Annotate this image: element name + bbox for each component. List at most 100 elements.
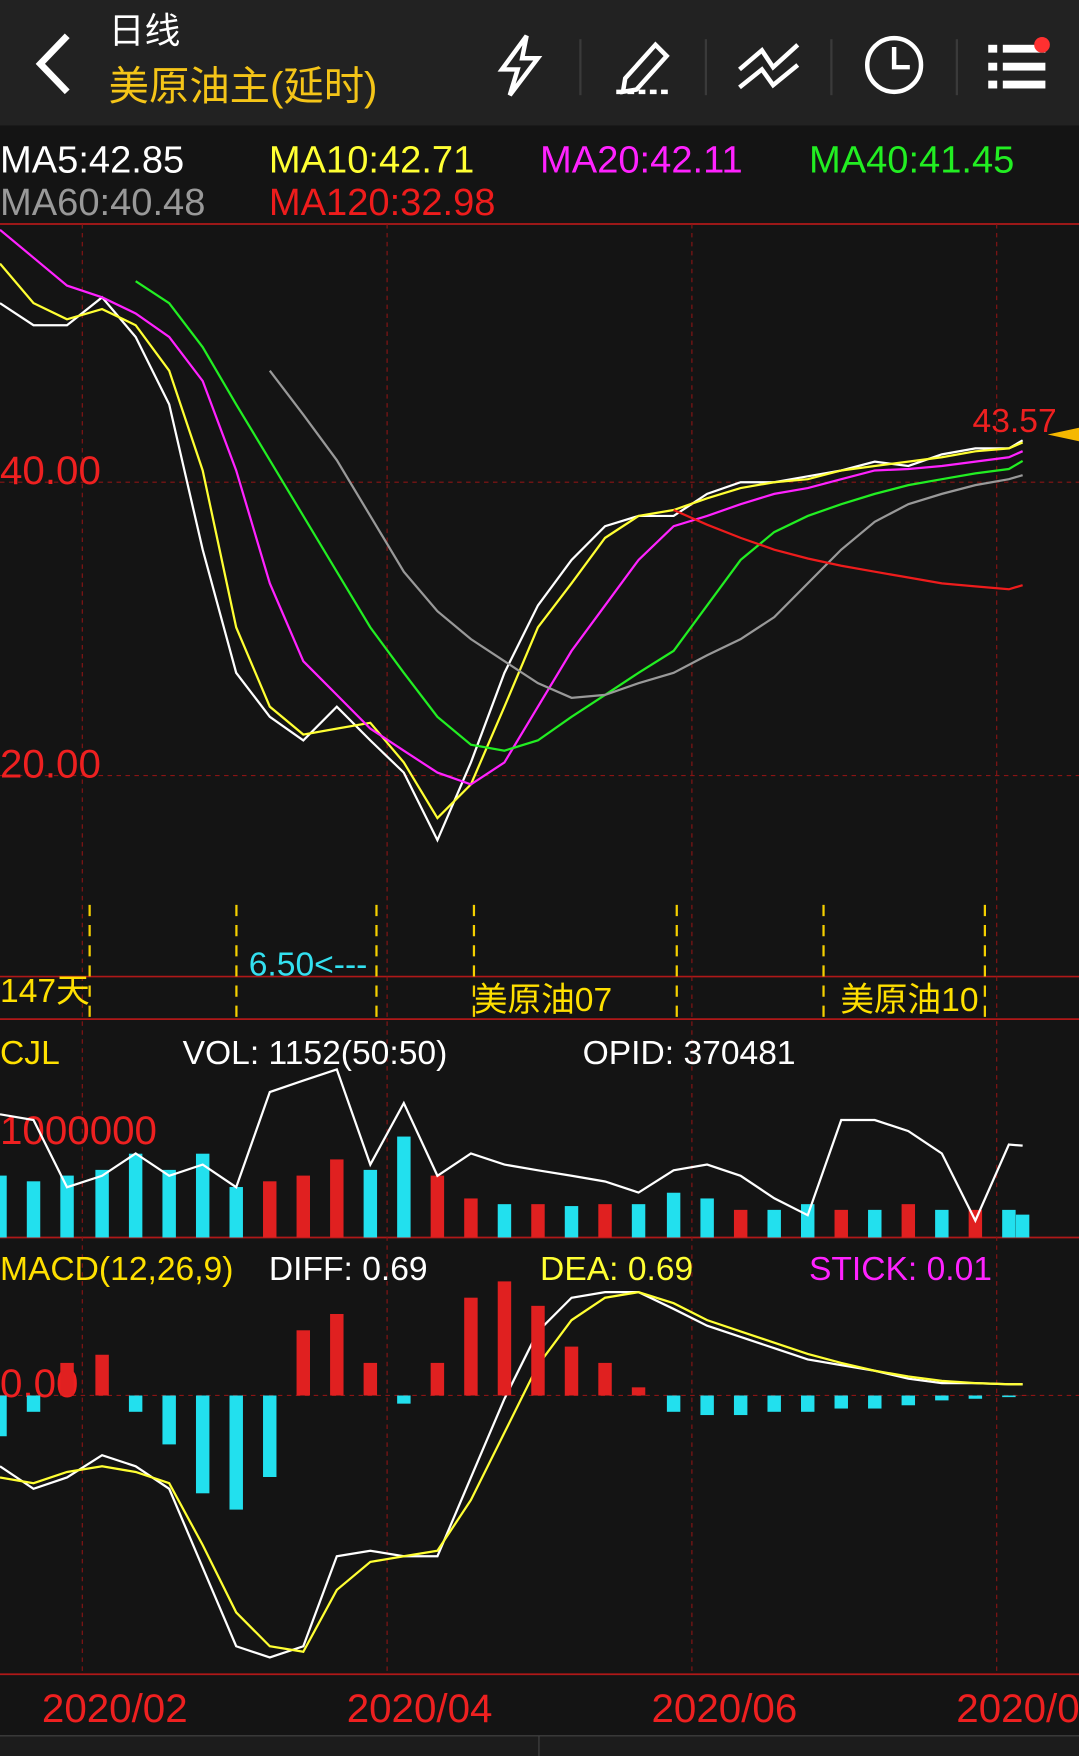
- back-button[interactable]: [35, 33, 70, 95]
- legend-label: MA5:42.85: [0, 139, 184, 181]
- series-line: [0, 228, 1024, 786]
- bar: [1002, 1395, 1016, 1398]
- x-tick-label: 2020/02: [42, 1685, 188, 1731]
- legend-label: DEA: 0.69: [540, 1251, 693, 1288]
- bar: [767, 1395, 781, 1412]
- flash-icon[interactable]: [497, 34, 543, 97]
- bar: [128, 1395, 143, 1412]
- legend-label: MA20:42.11: [540, 139, 743, 181]
- series-line: [0, 262, 1024, 820]
- x-tick-label: 2020/08: [956, 1685, 1079, 1731]
- bar: [430, 1175, 445, 1238]
- legend-label: MA10:42.71: [269, 139, 474, 181]
- bar: [363, 1362, 378, 1396]
- panel-title: CJL: [0, 1035, 60, 1072]
- bar: [834, 1395, 848, 1409]
- annotation: 美原油07: [474, 981, 612, 1019]
- series-line: [0, 295, 1024, 843]
- bar: [464, 1198, 478, 1238]
- bar: [0, 1175, 7, 1238]
- bar: [397, 1395, 411, 1404]
- bar: [631, 1204, 646, 1238]
- bar: [834, 1209, 848, 1238]
- bar: [330, 1159, 344, 1238]
- bar: [60, 1175, 74, 1238]
- latest-price-arrow: [1047, 427, 1079, 442]
- legend-label: STICK: 0.01: [809, 1251, 992, 1288]
- bar: [497, 1281, 512, 1396]
- bar: [801, 1204, 815, 1238]
- bar: [195, 1395, 210, 1494]
- bar: [0, 1395, 7, 1437]
- series-line: [135, 280, 1024, 752]
- panel-borders: [0, 223, 1079, 1676]
- legend-label: MA60:40.48: [0, 182, 205, 224]
- legend-label: MA40:41.45: [809, 139, 1014, 181]
- bar: [733, 1209, 748, 1238]
- bar: [666, 1192, 681, 1238]
- bar: [531, 1204, 545, 1238]
- y-tick-label: 1000000: [0, 1107, 157, 1153]
- bar: [767, 1209, 781, 1238]
- bar: [296, 1330, 311, 1396]
- indicator-icon[interactable]: [738, 43, 800, 90]
- bar: [363, 1169, 378, 1238]
- instrument-name[interactable]: 美原油主(延时): [109, 63, 378, 109]
- period[interactable]: 日线: [109, 11, 181, 51]
- bar: [666, 1395, 681, 1412]
- bar: [901, 1395, 916, 1406]
- bar: [564, 1346, 579, 1396]
- toolbar-separators: [579, 39, 958, 96]
- x-tick-label: 2020/06: [652, 1685, 798, 1731]
- bar: [868, 1209, 882, 1238]
- series-line: [0, 1067, 1023, 1224]
- bar: [801, 1395, 815, 1412]
- bar: [128, 1153, 143, 1238]
- bar: [598, 1362, 612, 1396]
- top-bar: [0, 0, 1079, 126]
- bar: [229, 1395, 243, 1510]
- history-icon[interactable]: [864, 35, 924, 95]
- bar: [26, 1181, 41, 1238]
- x-tick-label: 2020/04: [347, 1685, 493, 1731]
- bar: [26, 1395, 41, 1412]
- bar: [95, 1169, 109, 1238]
- bar: [700, 1198, 714, 1238]
- bar: [868, 1395, 882, 1409]
- legend-label: MA120:32.98: [269, 182, 496, 224]
- bar: [968, 1395, 983, 1399]
- bar: [935, 1209, 949, 1238]
- bar: [497, 1204, 512, 1238]
- bar: [397, 1136, 411, 1238]
- bar: [430, 1362, 445, 1396]
- bar: [564, 1206, 579, 1238]
- bar: [531, 1305, 545, 1396]
- bar: [60, 1362, 74, 1396]
- bar: [330, 1313, 344, 1396]
- bar: [700, 1395, 714, 1416]
- legend-label: OPID: 370481: [583, 1035, 796, 1072]
- menu-icon[interactable]: [988, 36, 1050, 89]
- bar: [296, 1175, 311, 1238]
- bar: [733, 1395, 748, 1416]
- annotation: 6.50<---: [249, 946, 368, 983]
- bar: [162, 1395, 176, 1445]
- bar: [1015, 1214, 1030, 1238]
- y-tick-label: 20.00: [0, 740, 101, 786]
- bar: [263, 1395, 277, 1478]
- legend-label: DIFF: 0.69: [269, 1251, 428, 1288]
- bar: [598, 1204, 612, 1238]
- draw-icon[interactable]: [616, 41, 673, 95]
- bar: [968, 1209, 983, 1238]
- series-line: [268, 370, 1023, 699]
- bar: [162, 1169, 176, 1238]
- bar: [195, 1153, 210, 1238]
- annotation: 147天: [0, 973, 90, 1010]
- panel-title: MACD(12,26,9): [0, 1251, 233, 1288]
- bar: [263, 1181, 277, 1238]
- bar: [901, 1204, 916, 1238]
- annotation: 美原油10: [840, 981, 978, 1019]
- bar: [464, 1297, 478, 1396]
